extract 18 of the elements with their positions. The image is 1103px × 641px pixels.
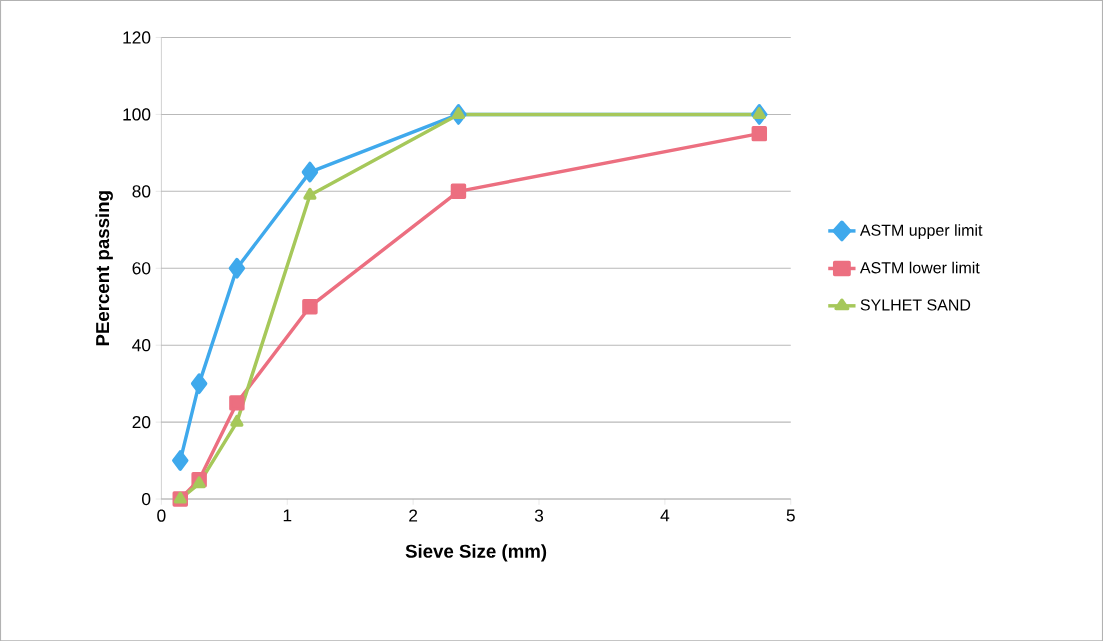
x-tick-label: 2 bbox=[409, 509, 418, 522]
x-tick-label: 5 bbox=[786, 509, 795, 522]
legend-label: ASTM lower limit bbox=[859, 261, 980, 274]
y-tick-label: 40 bbox=[132, 338, 151, 352]
legend-label: ASTM upper limit bbox=[859, 223, 983, 239]
y-tick-label: 60 bbox=[132, 261, 151, 275]
y-axis-title: PEercent passing bbox=[95, 191, 113, 346]
y-tick-label: 120 bbox=[123, 31, 151, 44]
legend-label: SYLHET SAND bbox=[860, 299, 971, 311]
x-tick-label: 1 bbox=[283, 509, 292, 522]
y-tick-label: 0 bbox=[142, 492, 151, 505]
y-tick-label: 20 bbox=[132, 415, 151, 429]
x-tick-label: 0 bbox=[157, 509, 166, 522]
y-tick-label: 100 bbox=[123, 108, 151, 121]
x-tick-label: 3 bbox=[534, 509, 544, 522]
x-axis-title: Sieve Size (mm) bbox=[405, 543, 547, 562]
y-tick-label: 80 bbox=[132, 184, 151, 198]
x-tick-label: 4 bbox=[660, 509, 670, 522]
